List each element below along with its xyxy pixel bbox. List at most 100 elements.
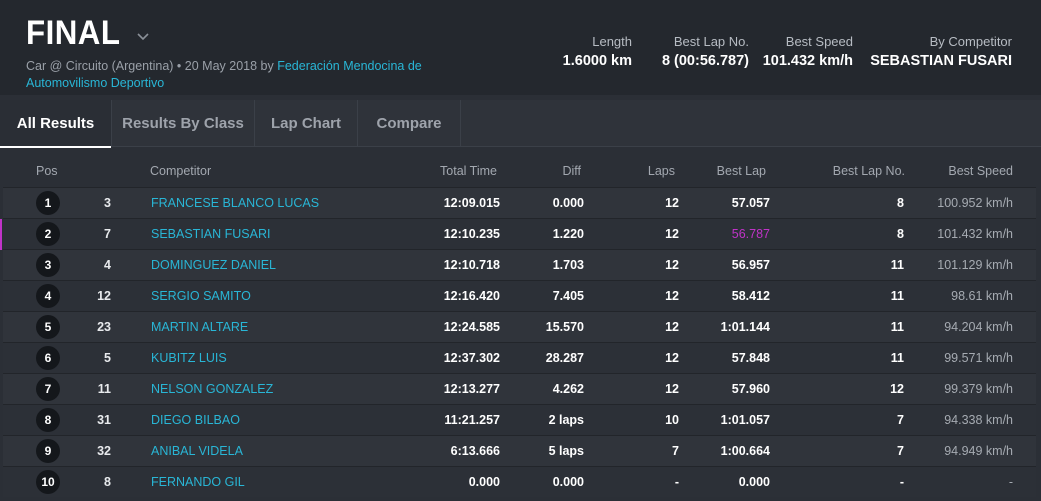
stat-length: Length 1.6000 km	[563, 34, 632, 69]
total-time: 6:13.666	[450, 444, 500, 458]
col-pos[interactable]: Pos	[36, 164, 58, 178]
stat-label: Length	[592, 34, 632, 49]
best-speed: 99.571 km/h	[944, 351, 1013, 365]
table-row[interactable]: 7 11 NELSON GONZALEZ 12:13.277 4.262 12 57.960…	[3, 373, 1036, 404]
competitor-name[interactable]: ANIBAL VIDELA	[151, 444, 243, 458]
diff: 5 laps	[548, 444, 584, 458]
table-row[interactable]: 5 23 MARTIN ALTARE 12:24.585 15.570 12 1:01.14…	[3, 311, 1036, 342]
diff: 2 laps	[548, 413, 584, 427]
car-number: 32	[97, 444, 111, 458]
competitor-name[interactable]: KUBITZ LUIS	[151, 351, 227, 365]
best-speed: 94.949 km/h	[944, 444, 1013, 458]
position-badge: 4	[36, 284, 60, 308]
diff: 15.570	[545, 320, 584, 334]
col-total-time[interactable]: Total Time	[440, 164, 497, 178]
best-speed: 99.379 km/h	[944, 382, 1013, 396]
competitor-name[interactable]: NELSON GONZALEZ	[151, 382, 274, 396]
best-lap-no: 12	[890, 382, 904, 396]
competitor-name[interactable]: MARTIN ALTARE	[151, 320, 249, 334]
best-lap-no: 11	[890, 258, 904, 272]
car-number: 7	[104, 227, 111, 241]
best-lap: 57.848	[731, 351, 770, 365]
best-lap: 57.057	[731, 196, 770, 210]
best-speed: 98.61 km/h	[951, 289, 1013, 303]
total-time: 11:21.257	[444, 413, 500, 427]
position-badge: 1	[36, 191, 60, 215]
laps: 12	[665, 289, 679, 303]
laps: 12	[665, 382, 679, 396]
col-competitor[interactable]: Competitor	[150, 164, 212, 178]
best-lap-no: 7	[897, 444, 904, 458]
car-number: 8	[104, 475, 111, 489]
diff: 1.220	[552, 227, 584, 241]
stat-value: 101.432 km/h	[762, 53, 853, 69]
competitor-name[interactable]: SEBASTIAN FUSARI	[151, 227, 271, 241]
table-row[interactable]: 2 7 SEBASTIAN FUSARI 12:10.235 1.220 12 56.787…	[0, 218, 1036, 250]
col-best-lap-no[interactable]: Best Lap No.	[832, 164, 905, 178]
best-lap: 0.000	[738, 475, 770, 489]
event-title-dropdown[interactable]: FINAL	[26, 14, 151, 53]
tab-results-by-class[interactable]: Results By Class	[112, 100, 255, 147]
position-badge: 9	[36, 439, 60, 463]
best-lap-no: 7	[897, 413, 904, 427]
stat-value: 1.6000 km	[562, 53, 632, 69]
car-number: 3	[104, 196, 111, 210]
chevron-down-icon	[137, 32, 149, 40]
best-lap-no: 11	[890, 351, 904, 365]
best-speed: 94.204 km/h	[944, 320, 1013, 334]
best-speed: 101.432 km/h	[937, 227, 1013, 241]
competitor-name[interactable]: FERNANDO GIL	[151, 475, 245, 489]
stat-value: SEBASTIAN FUSARI	[870, 53, 1012, 69]
best-lap: 57.960	[731, 382, 770, 396]
diff: 28.287	[545, 351, 584, 365]
best-lap-no: -	[899, 475, 904, 489]
position-badge: 2	[36, 222, 60, 246]
diff: 1.703	[552, 258, 584, 272]
competitor-name[interactable]: SERGIO SAMITO	[151, 289, 251, 303]
best-lap: 1:01.057	[720, 413, 770, 427]
table-row[interactable]: 4 12 SERGIO SAMITO 12:16.420 7.405 12 58.412 11…	[3, 280, 1036, 311]
results-table: Pos Competitor Total Time Diff Laps Best…	[0, 154, 1036, 497]
col-best-speed[interactable]: Best Speed	[948, 164, 1013, 178]
total-time: 12:10.718	[443, 258, 500, 272]
col-best-lap[interactable]: Best Lap	[716, 164, 766, 178]
total-time: 12:24.585	[443, 320, 500, 334]
position-badge: 3	[36, 253, 60, 277]
best-lap: 1:01.144	[720, 320, 770, 334]
best-speed: -	[1008, 475, 1013, 489]
table-row[interactable]: 10 8 FERNANDO GIL 0.000 0.000 - 0.000 - -	[3, 466, 1036, 497]
table-row[interactable]: 3 4 DOMINGUEZ DANIEL 12:10.718 1.703 12 56.957…	[3, 249, 1036, 280]
col-diff[interactable]: Diff	[562, 164, 581, 178]
laps: 12	[665, 227, 679, 241]
table-row[interactable]: 9 32 ANIBAL VIDELA 6:13.666 5 laps 7 1:00.664 7…	[3, 435, 1036, 466]
best-lap: 56.957	[731, 258, 770, 272]
tab-lap-chart[interactable]: Lap Chart	[255, 100, 358, 147]
laps: 12	[665, 320, 679, 334]
laps: 12	[665, 351, 679, 365]
table-row[interactable]: 1 3 FRANCESE BLANCO LUCAS 12:09.015 0.000 12 5…	[3, 187, 1036, 218]
stat-best-speed: Best Speed 101.432 km/h	[763, 34, 853, 69]
event-info: Car @ Circuito (Argentina) • 20 May 2018…	[26, 59, 278, 73]
competitor-name[interactable]: DIEGO BILBAO	[151, 413, 240, 427]
laps: 12	[665, 258, 679, 272]
best-lap-no: 8	[897, 196, 904, 210]
best-speed: 100.952 km/h	[937, 196, 1013, 210]
table-row[interactable]: 6 5 KUBITZ LUIS 12:37.302 28.287 12 57.848 11 99…	[3, 342, 1036, 373]
competitor-name[interactable]: DOMINGUEZ DANIEL	[151, 258, 277, 272]
diff: 4.262	[552, 382, 584, 396]
car-number: 31	[97, 413, 111, 427]
total-time: 12:10.235	[443, 227, 500, 241]
competitor-name[interactable]: FRANCESE BLANCO LUCAS	[151, 196, 320, 210]
car-number: 12	[97, 289, 111, 303]
organizer-link[interactable]: Federación Mendocina de Automovilismo De…	[26, 59, 422, 90]
tab-compare[interactable]: Compare	[358, 100, 461, 147]
table-header: Pos Competitor Total Time Diff Laps Best…	[3, 154, 1036, 187]
table-body: 1 3 FRANCESE BLANCO LUCAS 12:09.015 0.000 12 5…	[0, 187, 1036, 497]
tab-all-results[interactable]: All Results	[0, 100, 112, 148]
table-row[interactable]: 8 31 DIEGO BILBAO 11:21.257 2 laps 10 1:01.057…	[3, 404, 1036, 435]
stat-label: Best Speed	[785, 34, 853, 49]
col-laps[interactable]: Laps	[647, 164, 675, 178]
event-header: FINAL Car @ Circuito (Argentina) • 20 Ma…	[0, 0, 1041, 95]
total-time: 0.000	[468, 475, 500, 489]
stat-by-competitor: By Competitor SEBASTIAN FUSARI	[870, 34, 1012, 69]
